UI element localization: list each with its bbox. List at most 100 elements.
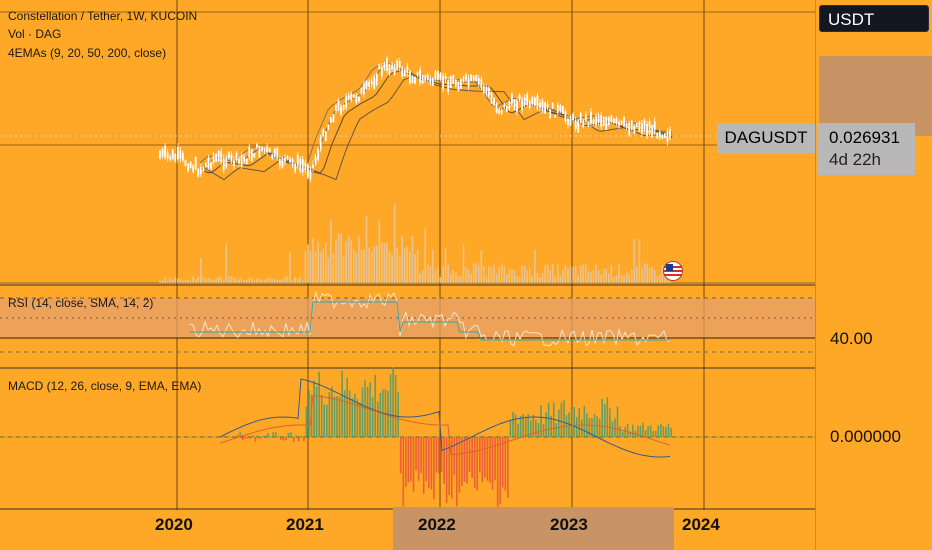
candle-body [314,155,317,165]
candle-body [409,71,411,84]
macd-bar [578,408,581,437]
candle-body [261,147,263,151]
macd-bar [632,424,634,437]
volume-bar [648,267,651,283]
macd-bar [535,419,537,437]
candle-body [215,153,217,162]
ema-line-3 [199,74,673,181]
candle-body [179,150,182,159]
candle-body [505,105,508,112]
macd-bar [305,406,308,437]
candle-body [539,102,541,109]
volume-bar [503,266,506,283]
volume-bar [585,263,587,283]
candle-body [569,115,572,126]
macd-label: MACD (12, 26, close, 9, EMA, EMA) [8,379,202,393]
candle-body [406,66,409,74]
candle-body [380,67,383,77]
volume-bar [258,278,261,283]
volume-bar [314,251,317,283]
volume-bar [605,268,608,283]
candle-body [661,134,664,139]
candle-body [595,116,597,125]
macd-bar [596,416,598,437]
chart-area[interactable]: Constellation / Tether, 1W, KUCOIN Vol ·… [0,0,815,510]
macd-bar [287,432,290,437]
volume-bar [327,257,330,283]
candle-body [454,79,457,87]
macd-bar [254,437,257,442]
candle-body [625,123,628,128]
volume-bar [266,278,268,283]
macd-bar [501,437,504,488]
price-axis-highlight [819,56,932,136]
macd-bar [435,437,438,473]
macd-bar [550,415,552,437]
volume-bar [281,278,284,283]
volume-bar [472,263,475,283]
macd-bar [652,430,654,437]
volume-bar [398,255,401,283]
volume-bar [194,278,197,283]
macd-bar [259,437,262,439]
candle-body [352,94,355,98]
volume-bar [664,275,666,283]
candle-body [638,121,641,132]
volume-bar [600,274,602,283]
candle-body [498,109,501,114]
chart-canvas[interactable] [0,0,815,510]
volume-bars [159,203,671,283]
candle-body [424,76,427,81]
macd-bar [433,437,435,500]
volume-bar [630,269,633,283]
candle-body [544,102,546,114]
candle-body [533,97,536,106]
macd-bar [252,435,254,437]
macd-bar [499,437,501,505]
symbol-label: DAGUSDT [717,123,815,153]
volume-bar [500,263,503,283]
volume-bar [251,277,253,283]
volume-bar [511,269,513,283]
candle-body [235,153,238,160]
volume-bar [350,239,353,283]
candle-body [301,159,304,173]
rsi-axis-value: 40.00 [830,329,873,348]
last-price-value: 0.026931 [829,128,900,147]
volume-bar [419,273,421,283]
candle-body [643,120,646,130]
candle-body [551,103,554,109]
macd-bar [484,437,486,478]
volume-bar [559,274,562,283]
volume-bar [426,264,429,283]
candle-body [391,64,393,69]
candle-body [470,74,472,82]
candle-body [437,70,439,81]
volume-bar [490,267,493,283]
volume-bar [291,280,294,283]
currency-button[interactable]: USDT [819,5,929,32]
candle-body [396,60,399,70]
macd-bar [328,392,331,437]
macd-bar [568,412,570,437]
macd-bar [257,435,259,437]
volume-bar [228,276,230,283]
macd-bar [356,399,359,437]
volume-bar [541,273,544,283]
volume-bar [289,252,291,283]
macd-bar [530,420,532,437]
macd-bar [371,397,374,437]
candle-body [299,159,302,172]
candle-body [503,104,506,108]
year-label-2024: 2024 [682,515,720,534]
volume-bar [205,278,207,283]
candle-body [500,109,503,114]
macd-bar [236,434,239,437]
us-flag-icon[interactable] [663,261,683,281]
candle-body [597,115,600,122]
volume-bar [360,249,363,283]
candle-body [467,78,470,87]
macd-bar [379,392,382,437]
volume-bar [373,246,375,283]
volume-bar [653,270,656,283]
